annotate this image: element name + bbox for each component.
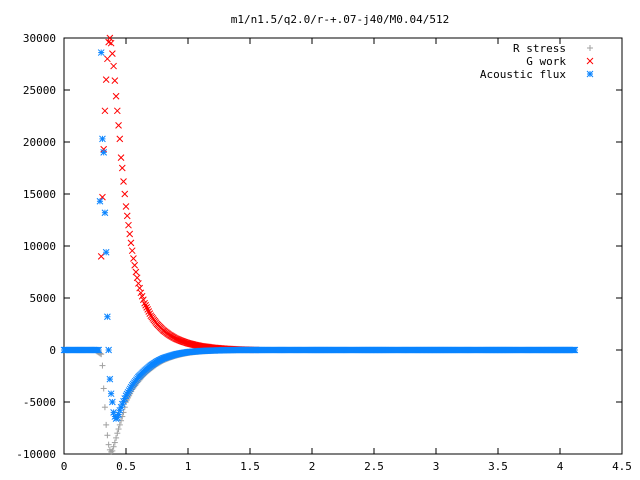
- x-tick-label: 2.5: [364, 460, 384, 473]
- data-point: [108, 448, 115, 455]
- data-point: [105, 346, 112, 354]
- data-point: [95, 346, 103, 354]
- data-point: [97, 253, 105, 260]
- data-point: [104, 432, 111, 439]
- data-point: [102, 248, 110, 256]
- legend-label: R stress: [513, 42, 566, 55]
- data-point: [128, 247, 136, 255]
- x-tick-label: 3: [433, 460, 440, 473]
- legend-marker: [587, 45, 593, 51]
- axis-ticks: 0 0.5 1 1.5 2 2.5 3 3.5 4 4.5 -10000 -5000 0 5000 1000…: [16, 32, 632, 473]
- y-tick-label: 15000: [23, 188, 56, 201]
- data-point: [116, 135, 124, 143]
- data-point: [107, 39, 115, 47]
- data-point: [100, 149, 108, 156]
- data-point: [118, 417, 125, 424]
- x-tick-label: 0: [61, 460, 68, 473]
- x-tick-label: 1.5: [240, 460, 260, 473]
- data-point: [131, 261, 139, 269]
- data-point: [136, 284, 143, 292]
- data-point: [110, 62, 117, 70]
- data-point: [100, 385, 107, 392]
- legend-label: Acoustic flux: [480, 68, 566, 81]
- data-point: [106, 375, 114, 383]
- series-layer: [60, 34, 579, 455]
- legend-marker: [586, 57, 594, 65]
- data-point: [101, 209, 109, 217]
- data-point: [144, 306, 152, 313]
- x-tick-label: 0.5: [116, 460, 136, 473]
- data-point: [125, 221, 132, 229]
- plot-frame: [63, 37, 623, 455]
- data-point: [101, 404, 108, 411]
- series-r-stress: [61, 347, 578, 455]
- x-tick-label: 2: [309, 460, 316, 473]
- data-point: [109, 447, 116, 454]
- data-point: [117, 154, 125, 161]
- data-point: [101, 107, 109, 115]
- data-point: [109, 398, 116, 406]
- series-g-work: [97, 34, 260, 354]
- data-point: [115, 411, 122, 418]
- data-point: [571, 346, 579, 354]
- data-point: [123, 212, 131, 220]
- data-point: [104, 313, 111, 321]
- data-point: [114, 430, 121, 437]
- y-tick-label: -5000: [23, 396, 56, 409]
- data-point: [127, 239, 135, 247]
- data-point: [120, 178, 127, 185]
- data-point: [121, 190, 129, 198]
- legend-marker: [586, 70, 594, 78]
- data-point: [122, 203, 130, 210]
- data-point: [113, 434, 120, 441]
- y-tick-label: -10000: [16, 448, 56, 461]
- chart-title: m1/n1.5/q2.0/r-+.07-j40/M0.04/512: [231, 13, 450, 26]
- y-tick-label: 5000: [30, 292, 57, 305]
- y-tick-label: 0: [49, 344, 56, 357]
- data-point: [116, 421, 123, 428]
- data-point: [113, 107, 121, 115]
- data-point: [115, 122, 122, 129]
- data-point: [126, 230, 134, 238]
- data-point: [145, 308, 153, 315]
- x-tick-label: 1: [185, 460, 192, 473]
- data-point: [143, 304, 151, 311]
- x-tick-label: 4: [557, 460, 564, 473]
- data-point: [132, 268, 140, 276]
- series-acoustic-flux: [60, 49, 579, 422]
- legend-label: G work: [526, 55, 566, 68]
- data-point: [112, 92, 120, 100]
- data-point: [106, 34, 114, 42]
- data-point: [99, 135, 106, 143]
- data-point: [111, 439, 118, 446]
- y-tick-label: 20000: [23, 136, 56, 149]
- data-point: [107, 390, 115, 398]
- data-point: [118, 164, 126, 172]
- data-point: [96, 197, 104, 205]
- data-point: [100, 145, 108, 153]
- data-point: [99, 362, 106, 369]
- y-tick-label: 25000: [23, 84, 56, 97]
- data-point: [111, 77, 119, 84]
- data-point: [133, 274, 141, 282]
- data-point: [97, 49, 105, 56]
- data-point: [104, 55, 111, 63]
- x-tick-label: 3.5: [488, 460, 508, 473]
- data-point: [142, 301, 149, 309]
- data-point: [105, 441, 112, 448]
- data-point: [130, 255, 137, 262]
- data-point: [102, 76, 110, 83]
- y-tick-label: 10000: [23, 240, 56, 253]
- data-point: [115, 426, 122, 433]
- data-point: [103, 421, 110, 428]
- data-point: [110, 443, 117, 450]
- data-point: [135, 280, 142, 287]
- x-tick-label: 4.5: [612, 460, 632, 473]
- data-point: [109, 50, 116, 57]
- y-tick-label: 30000: [23, 32, 56, 45]
- data-point: [146, 310, 154, 317]
- data-point: [141, 299, 148, 307]
